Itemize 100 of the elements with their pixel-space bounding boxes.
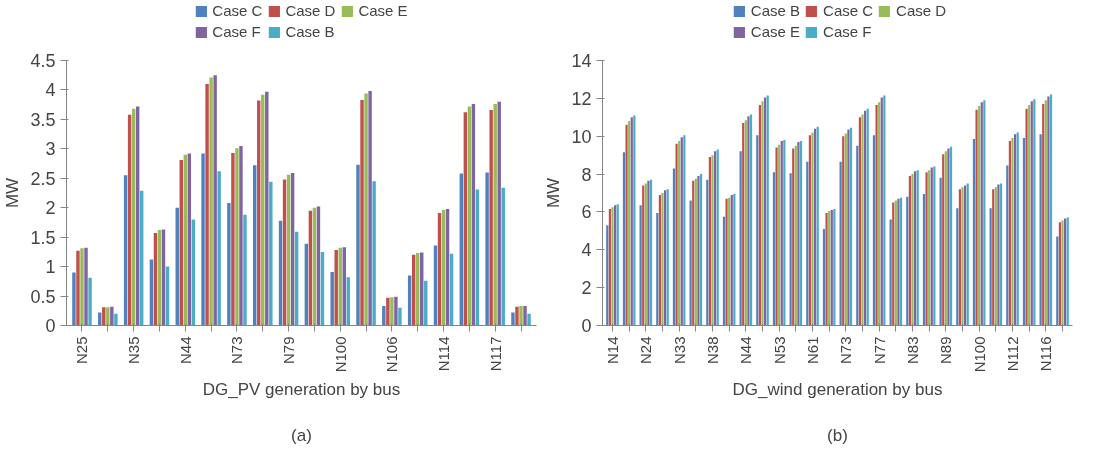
y-tick-label: 1.5 [30,227,56,248]
y-tick-label: 2 [581,278,592,299]
x-tick-label: N73 [228,336,246,365]
legend-label: Case B [750,2,801,19]
y-tick-label: 2.5 [30,168,56,189]
bar [209,77,213,326]
bar [356,164,360,326]
legend-label: Case C [212,2,263,19]
bar [523,306,527,326]
x-tick-label: N100 [331,336,349,373]
text: (b) [827,425,848,445]
bar [217,171,221,326]
bar [390,297,394,326]
bar [205,84,209,326]
x-tick-label: N44 [737,336,755,365]
bar [213,75,217,326]
x-tick-label: N112 [1004,336,1021,372]
bar [972,139,976,326]
bar [231,152,235,326]
bar [515,306,519,326]
bar [989,208,992,326]
bar [922,193,926,326]
bar [243,214,247,326]
bar [330,271,334,326]
bar [956,208,959,326]
x-tick-label: N53 [770,336,788,365]
x-tick-label: N106 [383,336,401,373]
x-tick-label: N44 [176,336,194,365]
bar [360,99,364,326]
y-tick-label: 0 [45,316,56,336]
bar [739,151,742,326]
bar [239,145,243,326]
legend-label: Case D [285,2,336,19]
bar [1039,134,1042,326]
bar [756,135,759,326]
bar [872,135,876,326]
bar [856,145,859,326]
y-tick-label: 3 [45,139,56,160]
bar [110,306,114,326]
x-tick-label: N77 [870,336,888,365]
bar [227,203,231,326]
bar [265,91,269,326]
bar [722,216,726,326]
x-tick-label: N14 [604,336,621,365]
x-tick-label: N79 [280,336,298,365]
bar [806,161,809,326]
bar [772,172,776,326]
x-tick-label: N114 [435,336,453,372]
y-tick-label: 1 [45,257,56,278]
bar [622,152,626,326]
bar [72,272,76,326]
bar [76,250,80,326]
bar [975,109,978,326]
bar [656,212,659,326]
x-tick-label: N25 [73,336,91,365]
x-tick-label: N89 [937,336,955,365]
x-tick-label: N117 [486,336,504,372]
legend-label: Case C [823,2,874,19]
bar [201,153,205,326]
bar [1044,100,1047,326]
y-tick-label: 6 [581,202,592,223]
legend-label: Case B [285,23,335,40]
legend-label: Case F [823,23,872,40]
bar [1006,165,1009,326]
bar [1022,138,1026,326]
bar [364,93,368,326]
y-tick-label: 4 [45,80,56,101]
bar [386,297,390,326]
bar [334,250,338,326]
x-tick-label: N73 [837,336,855,365]
x-tick-label: N33 [670,336,688,365]
y-tick-label: 4.5 [30,51,56,71]
x-tick-label: N24 [637,336,655,365]
y-axis-title: MW [544,177,564,209]
bar [1042,104,1045,326]
legend-label: Case E [358,2,408,19]
y-tick-label: 10 [571,126,592,147]
legend-label: Case D [896,2,947,19]
bar [114,313,118,326]
bar [839,161,842,326]
x-axis-title: DG_wind generation by bus [732,380,943,400]
bar [939,177,942,326]
legend-label: Case E [750,23,801,40]
bar [493,104,497,326]
bar [606,225,609,326]
y-tick-label: 0.5 [30,286,56,307]
bar [497,101,501,326]
bar [235,148,239,326]
bar [80,248,84,326]
bar [102,307,106,326]
y-tick-label: 4 [581,240,592,261]
bar [84,247,88,326]
bar [527,313,531,326]
bar [511,312,515,326]
bar [689,200,692,326]
bar [519,306,523,326]
y-tick-label: 3.5 [30,109,56,130]
x-tick-label: N116 [1037,336,1055,372]
y-tick-label: 0 [581,316,592,336]
bar [489,109,493,326]
